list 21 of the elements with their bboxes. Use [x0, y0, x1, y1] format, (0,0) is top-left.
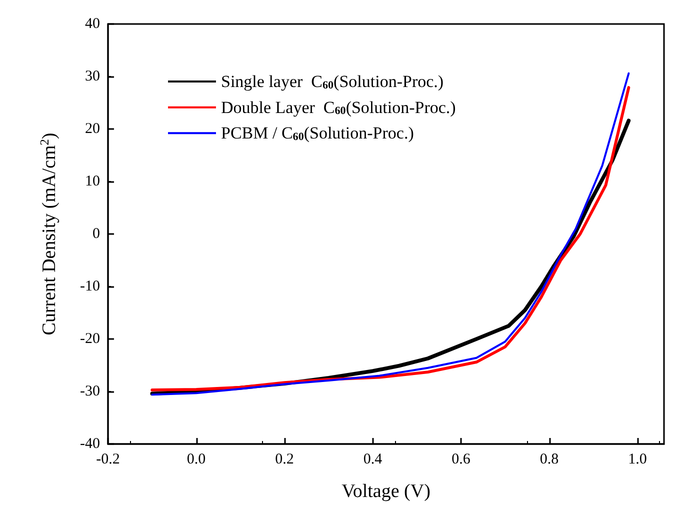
- y-axis-title: Current Density (mA/cm2): [38, 132, 60, 336]
- x-tick-label: 0.8: [540, 452, 559, 468]
- y-tick-label: 20: [85, 121, 100, 137]
- x-tick-label: 1.0: [628, 452, 647, 468]
- y-tick-label: 10: [85, 174, 100, 190]
- y-tick-label: 40: [85, 16, 100, 32]
- legend-label: Single layer C60(Solution-Proc.): [221, 72, 444, 92]
- y-tick-label: -10: [80, 278, 100, 294]
- legend-label: PCBM / C60(Solution-Proc.): [221, 124, 414, 143]
- y-tick-label: 30: [85, 68, 100, 84]
- x-tick-label: 0.6: [452, 452, 471, 468]
- y-tick-label: -20: [80, 331, 100, 347]
- x-tick-label: 0.2: [275, 452, 294, 468]
- x-tick-label: -0.2: [96, 452, 120, 468]
- y-tick-label: 0: [92, 226, 100, 242]
- y-tick-label: -40: [80, 436, 100, 452]
- x-axis-title: Voltage (V): [342, 481, 430, 502]
- x-tick-label: 0.0: [186, 452, 206, 468]
- x-tick-label: 0.4: [363, 452, 383, 468]
- y-tick-label: -30: [80, 384, 100, 400]
- legend-label: Double Layer C60(Solution-Proc.): [221, 98, 456, 118]
